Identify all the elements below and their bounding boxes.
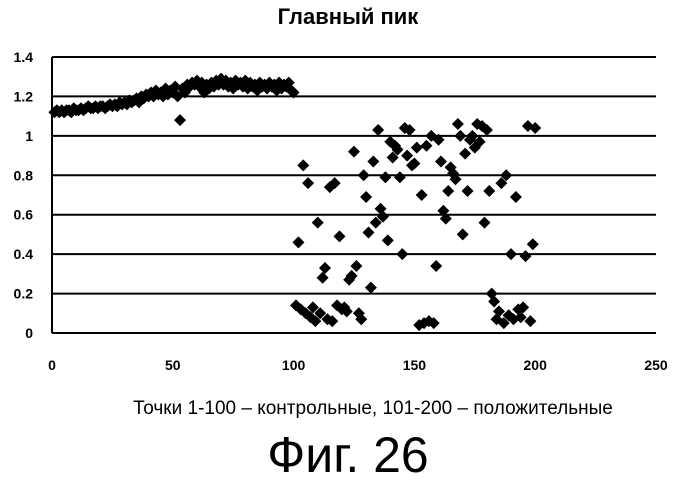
data-point-171: [462, 185, 474, 197]
y-tick-label-5: 1: [25, 128, 33, 144]
data-point-105: [302, 177, 314, 189]
data-point-124: [348, 146, 360, 158]
data-point-131: [365, 282, 377, 294]
data-point-146: [401, 150, 413, 162]
y-tick-label-3: 0.6: [14, 207, 34, 223]
data-point-191: [510, 191, 522, 203]
data-point-158: [430, 260, 442, 272]
data-point-143: [394, 171, 406, 183]
x-tick-label-1: 50: [165, 357, 181, 373]
data-point-138: [382, 234, 394, 246]
data-point-154: [420, 140, 432, 152]
data-point-150: [411, 142, 423, 154]
data-point-167: [452, 118, 464, 130]
data-point-132: [367, 155, 379, 167]
data-points: [48, 73, 541, 331]
y-tick-label-6: 1.2: [14, 88, 34, 104]
x-axis-title: Точки 1-100 – контрольные, 101-200 – пол…: [133, 398, 613, 419]
data-point-170: [459, 148, 471, 160]
x-tick-label-2: 100: [282, 357, 306, 373]
y-tick-label-7: 1.4: [14, 49, 34, 65]
y-tick-label-1: 0.2: [14, 286, 34, 302]
y-tick-label-0: 0: [25, 325, 33, 341]
data-point-52: [174, 114, 186, 126]
figure-caption: Фиг. 26: [267, 427, 428, 483]
y-tick-label-2: 0.4: [14, 246, 34, 262]
data-point-163: [442, 185, 454, 197]
data-point-178: [478, 217, 490, 229]
data-point-111: [317, 272, 329, 284]
chart-title: Главный пик: [278, 4, 420, 29]
x-tick-label-5: 250: [644, 357, 668, 373]
data-point-118: [334, 230, 346, 242]
data-point-129: [360, 191, 372, 203]
data-point-198: [527, 238, 539, 250]
y-tick-label-4: 0.8: [14, 167, 34, 183]
data-point-103: [297, 159, 309, 171]
x-tick-label-4: 200: [524, 357, 548, 373]
data-point-160: [435, 155, 447, 167]
data-point-144: [396, 248, 408, 260]
data-point-112: [319, 262, 331, 274]
data-point-134: [372, 124, 384, 136]
data-point-169: [457, 228, 469, 240]
y-tick-labels: 0 0.2 0.4 0.6 0.8 1 1.2 1.4: [14, 49, 34, 341]
data-point-101: [292, 236, 304, 248]
data-point-137: [379, 171, 391, 183]
x-tick-label-3: 150: [403, 357, 427, 373]
data-point-189: [505, 248, 517, 260]
data-point-130: [362, 226, 374, 238]
data-point-152: [416, 189, 428, 201]
x-tick-labels: 0 50 100 150 200 250: [48, 357, 668, 373]
data-point-128: [358, 169, 370, 181]
x-tick-label-0: 0: [48, 357, 56, 373]
data-point-125: [350, 260, 362, 272]
data-point-180: [483, 185, 495, 197]
data-point-195: [520, 250, 532, 262]
data-point-109: [312, 217, 324, 229]
